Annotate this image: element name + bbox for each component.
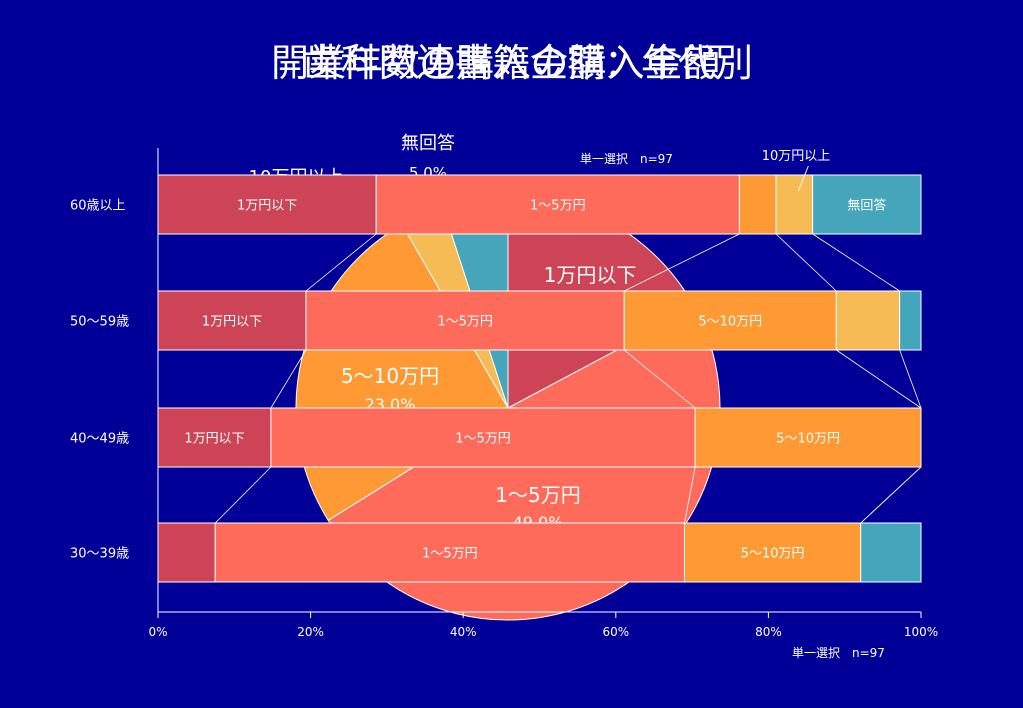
callout-label: 10万円以上 (762, 149, 831, 164)
bar-segment-label: 1～5万円 (437, 315, 493, 330)
stacked-bar-chart: 0% 20% 40% 60% 80% 100% 60歳以上 1万円以下 1～5万円 無回答 50～5… (70, 148, 938, 639)
x-tick-label: 0% (148, 625, 167, 639)
pie-label-0: 1万円以下 (544, 263, 637, 287)
category-label: 40～49歳 (70, 432, 129, 447)
callout-leader-line (797, 165, 809, 192)
series-connector-line (214, 466, 272, 524)
bar-segment (157, 290, 307, 351)
bar-segment-label: 1～5万円 (455, 432, 511, 447)
bar-segment-label: 1万円以下 (184, 432, 244, 447)
bar-segment (157, 522, 216, 583)
bar-segment (899, 290, 922, 351)
bar-segment (623, 290, 837, 351)
bar-n-label-bottom: 単一選択 n=97 (792, 646, 885, 660)
x-tick-label: 60% (602, 625, 629, 639)
series-connector-line (624, 233, 740, 292)
bar-segment (775, 174, 814, 235)
chart-title-2: 開業年数の購入金額：年代別 (270, 41, 753, 85)
bar-segment-label: 5～10万円 (741, 547, 805, 562)
bar-segment (694, 407, 922, 468)
bar-segment (812, 174, 922, 235)
pie-label-6: 無回答 (401, 133, 455, 154)
bar-segment-label: 1～5万円 (422, 547, 478, 562)
series-connector-line (860, 466, 922, 524)
bar-segment-label: 1万円以下 (202, 315, 262, 330)
series-connector-line (623, 349, 696, 409)
bar-segment-label: 5～10万円 (698, 315, 762, 330)
bar-segment (305, 290, 625, 351)
series-connector-line (684, 466, 696, 524)
pie-label-3: 5～10万円 (341, 364, 439, 388)
bar-segment-label: 1～5万円 (530, 199, 586, 214)
series-connector-line (812, 233, 900, 292)
series-connector-line (775, 233, 837, 292)
bar-segment (860, 522, 922, 583)
category-label: 30～39歳 (70, 547, 129, 562)
bar-segment (835, 290, 901, 351)
category-label: 60歳以上 (70, 199, 126, 214)
chart-title-1: 歯科関連書籍の購入金額 (302, 41, 721, 85)
category-label: 50～59歳 (70, 315, 129, 330)
series-connector-line (836, 349, 922, 409)
bar-segment-label: 無回答 (847, 198, 886, 214)
series-connector-line (270, 349, 307, 409)
x-tick-label: 80% (755, 625, 782, 639)
bar-segment-label: 1万円以下 (237, 199, 297, 214)
bar-segment (738, 174, 777, 235)
bar-segment (270, 407, 696, 468)
series-connector-line (305, 233, 377, 292)
x-tick-label: 20% (297, 625, 324, 639)
bar-segment (157, 407, 272, 468)
x-tick-label: 100% (904, 625, 938, 639)
pie-label-1: 1～5万円 (495, 483, 580, 507)
series-connector-line (899, 349, 922, 409)
x-tick-label: 40% (450, 625, 477, 639)
bar-segment (214, 522, 685, 583)
bar-segment-label: 5～10万円 (776, 432, 840, 447)
pie-n-label: 単一選択 n=97 (580, 152, 673, 166)
bar-segment (157, 174, 377, 235)
bar-segment (375, 174, 740, 235)
